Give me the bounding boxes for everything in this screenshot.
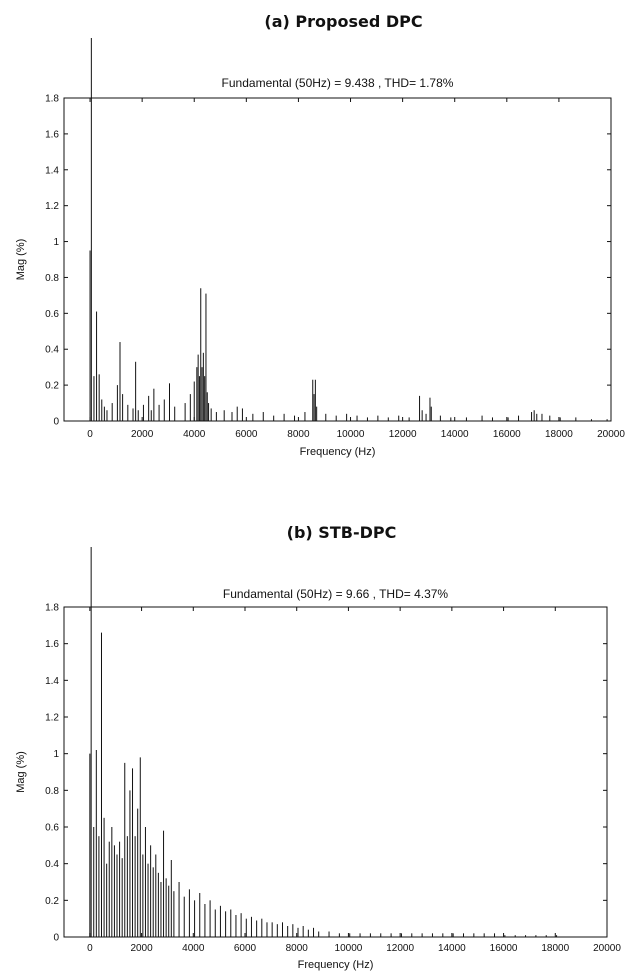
y-tick-label: 1.2 [45,713,59,724]
y-tick-label: 1.8 [45,94,59,105]
y-tick-label: 0 [53,933,59,944]
plot-area [63,606,608,938]
y-tick-label: 1.4 [45,676,59,687]
y-axis-label: Mag (%) [15,751,27,793]
x-tick-label: 20000 [593,943,621,954]
x-tick-label: 8000 [286,943,309,954]
y-tick-label: 0.4 [45,859,59,870]
y-tick-label: 0.6 [45,309,59,320]
y-tick-label: 0.2 [45,896,59,907]
y-tick-label: 1.8 [45,603,59,614]
x-tick-label: 6000 [234,943,257,954]
x-tick-label: 14000 [438,943,466,954]
x-tick-label: 20000 [597,429,625,440]
y-tick-label: 0.8 [45,786,59,797]
chart-subtitle: Fundamental (50Hz) = 9.438 , THD= 1.78% [222,76,454,90]
x-tick-label: 18000 [541,943,569,954]
y-axis-label: Mag (%) [15,239,27,281]
y-tick-label: 1 [53,237,59,248]
y-tick-label: 0 [53,417,59,428]
x-tick-label: 2000 [131,429,154,440]
chart-b: (b) STB-DPC Fundamental (50Hz) = 9.66 , T… [15,523,621,971]
y-tick-label: 0.2 [45,381,59,392]
y-tick-label: 0.8 [45,273,59,284]
x-axis-label: Frequency (Hz) [298,959,374,971]
chart-subtitle: Fundamental (50Hz) = 9.66 , THD= 4.37% [223,587,449,601]
y-tick-label: 1.4 [45,165,59,176]
spectrum-bars [89,547,558,937]
x-tick-label: 16000 [493,429,521,440]
y-tick-label: 0.4 [45,345,59,356]
x-tick-label: 14000 [441,429,469,440]
x-axis-label: Frequency (Hz) [300,446,376,458]
plot-area [63,97,612,422]
x-tick-label: 10000 [337,429,365,440]
spectrum-bars [89,38,608,421]
y-tick-label: 1 [53,749,59,760]
x-tick-label: 2000 [130,943,153,954]
y-tick-label: 1.6 [45,639,59,650]
x-tick-label: 6000 [235,429,258,440]
y-tick-label: 1.6 [45,129,59,140]
x-tick-label: 0 [87,943,93,954]
chart-title: (a) Proposed DPC [264,12,422,31]
chart-title: (b) STB-DPC [287,523,397,542]
y-tick-label: 0.6 [45,823,59,834]
x-tick-label: 0 [87,429,93,440]
x-tick-label: 18000 [545,429,573,440]
x-tick-label: 12000 [389,429,417,440]
x-tick-label: 10000 [335,943,363,954]
x-tick-label: 4000 [183,429,206,440]
x-tick-label: 8000 [287,429,310,440]
chart-a: (a) Proposed DPC Fundamental (50Hz) = 9.4… [15,12,625,458]
x-tick-label: 16000 [490,943,518,954]
x-tick-label: 12000 [386,943,414,954]
x-tick-label: 4000 [182,943,205,954]
y-tick-label: 1.2 [45,201,59,212]
